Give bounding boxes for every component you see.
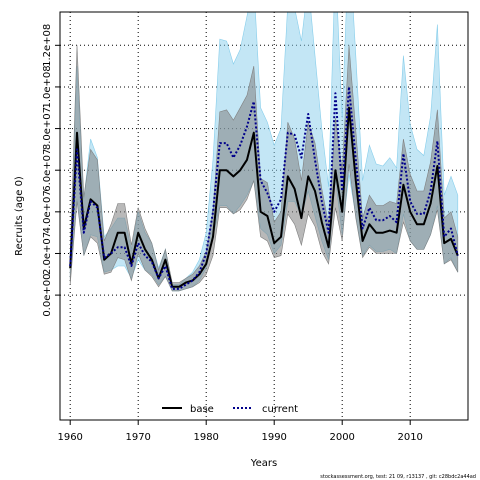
series-lines [69, 85, 459, 290]
plot-frame [59, 11, 469, 421]
footnote: stockassessment.org, test: 21 09, r13137… [320, 474, 476, 480]
x-tick-label-0: 1960 [57, 432, 82, 443]
legend-label-base: base [190, 404, 214, 415]
y-axis-title: Recruits (age 0) [14, 176, 25, 256]
y-tick-label-4: 8.0e+07 [42, 107, 53, 150]
line-current [69, 85, 459, 290]
x-tick-label-1: 1970 [125, 432, 150, 443]
x-tick-label-4: 2000 [329, 432, 354, 443]
line-base [69, 106, 459, 288]
y-tick-label-2: 4.0e+07 [42, 190, 53, 233]
x-tick-label-3: 1990 [261, 432, 286, 443]
y-axis: 0.0e+002.0e+074.0e+076.0e+078.0e+071.0e+… [42, 24, 60, 317]
x-tick-label-2: 1980 [193, 432, 218, 443]
y-tick-label-5: 1.0e+08 [42, 65, 53, 108]
y-tick-label-0: 0.0e+00 [42, 274, 53, 317]
legend: base current [162, 404, 298, 415]
x-tick-label-5: 2010 [397, 432, 422, 443]
x-axis-title: Years [250, 458, 277, 469]
y-tick-label-6: 1.2e+08 [42, 24, 53, 67]
x-axis: 1960 1970 1980 1990 2000 2010 [57, 420, 423, 443]
y-tick-label-3: 6.0e+07 [42, 149, 53, 192]
y-tick-label-1: 2.0e+07 [42, 232, 53, 275]
legend-label-current: current [262, 404, 298, 415]
